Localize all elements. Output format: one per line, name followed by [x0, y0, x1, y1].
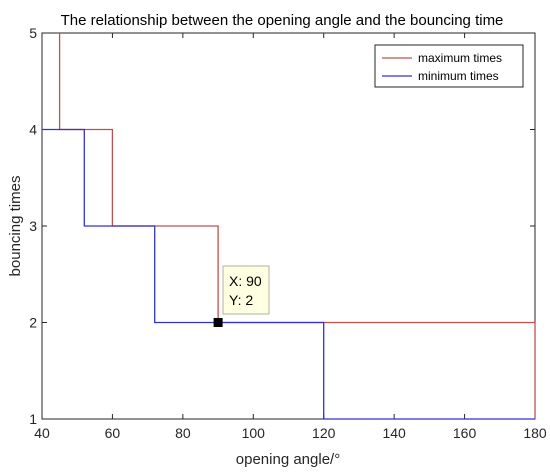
legend: maximum times minimum times: [374, 44, 524, 88]
y-tick-label: 3: [29, 218, 37, 234]
x-tick-label: 120: [312, 425, 336, 441]
y-axis-label: bouncing times: [7, 176, 24, 277]
x-axis-label: opening angle/°: [236, 451, 340, 468]
datatip-box: [222, 265, 270, 315]
axis-ticks: 40 60 80 100 120 140 160 180 1 2 3 4 5: [29, 25, 547, 441]
legend-label-minimum-times: minimum times: [418, 69, 499, 83]
series-layer: [42, 33, 536, 420]
y-tick-label: 2: [29, 315, 37, 331]
series-line-minimum-times: [42, 128, 535, 420]
datatip-marker[interactable]: [213, 318, 223, 327]
legend-label-maximum-times: maximum times: [418, 51, 502, 65]
y-tick-label: 1: [29, 411, 37, 427]
x-tick-label: 40: [34, 425, 50, 441]
y-tick-label: 5: [29, 25, 37, 41]
chart-title: The relationship between the opening ang…: [61, 12, 504, 29]
legend-box: [374, 44, 524, 88]
datatip[interactable]: X: 90 Y: 2: [213, 265, 270, 327]
y-tick-label: 4: [29, 122, 37, 138]
x-tick-label: 140: [382, 425, 406, 441]
datatip-x-text: X: 90: [229, 273, 262, 289]
x-tick-label: 180: [523, 425, 547, 441]
x-tick-label: 100: [242, 425, 266, 441]
x-tick-label: 60: [105, 425, 121, 441]
x-tick-label: 160: [453, 425, 477, 441]
x-tick-label: 80: [175, 425, 191, 441]
datatip-y-text: Y: 2: [229, 292, 253, 308]
